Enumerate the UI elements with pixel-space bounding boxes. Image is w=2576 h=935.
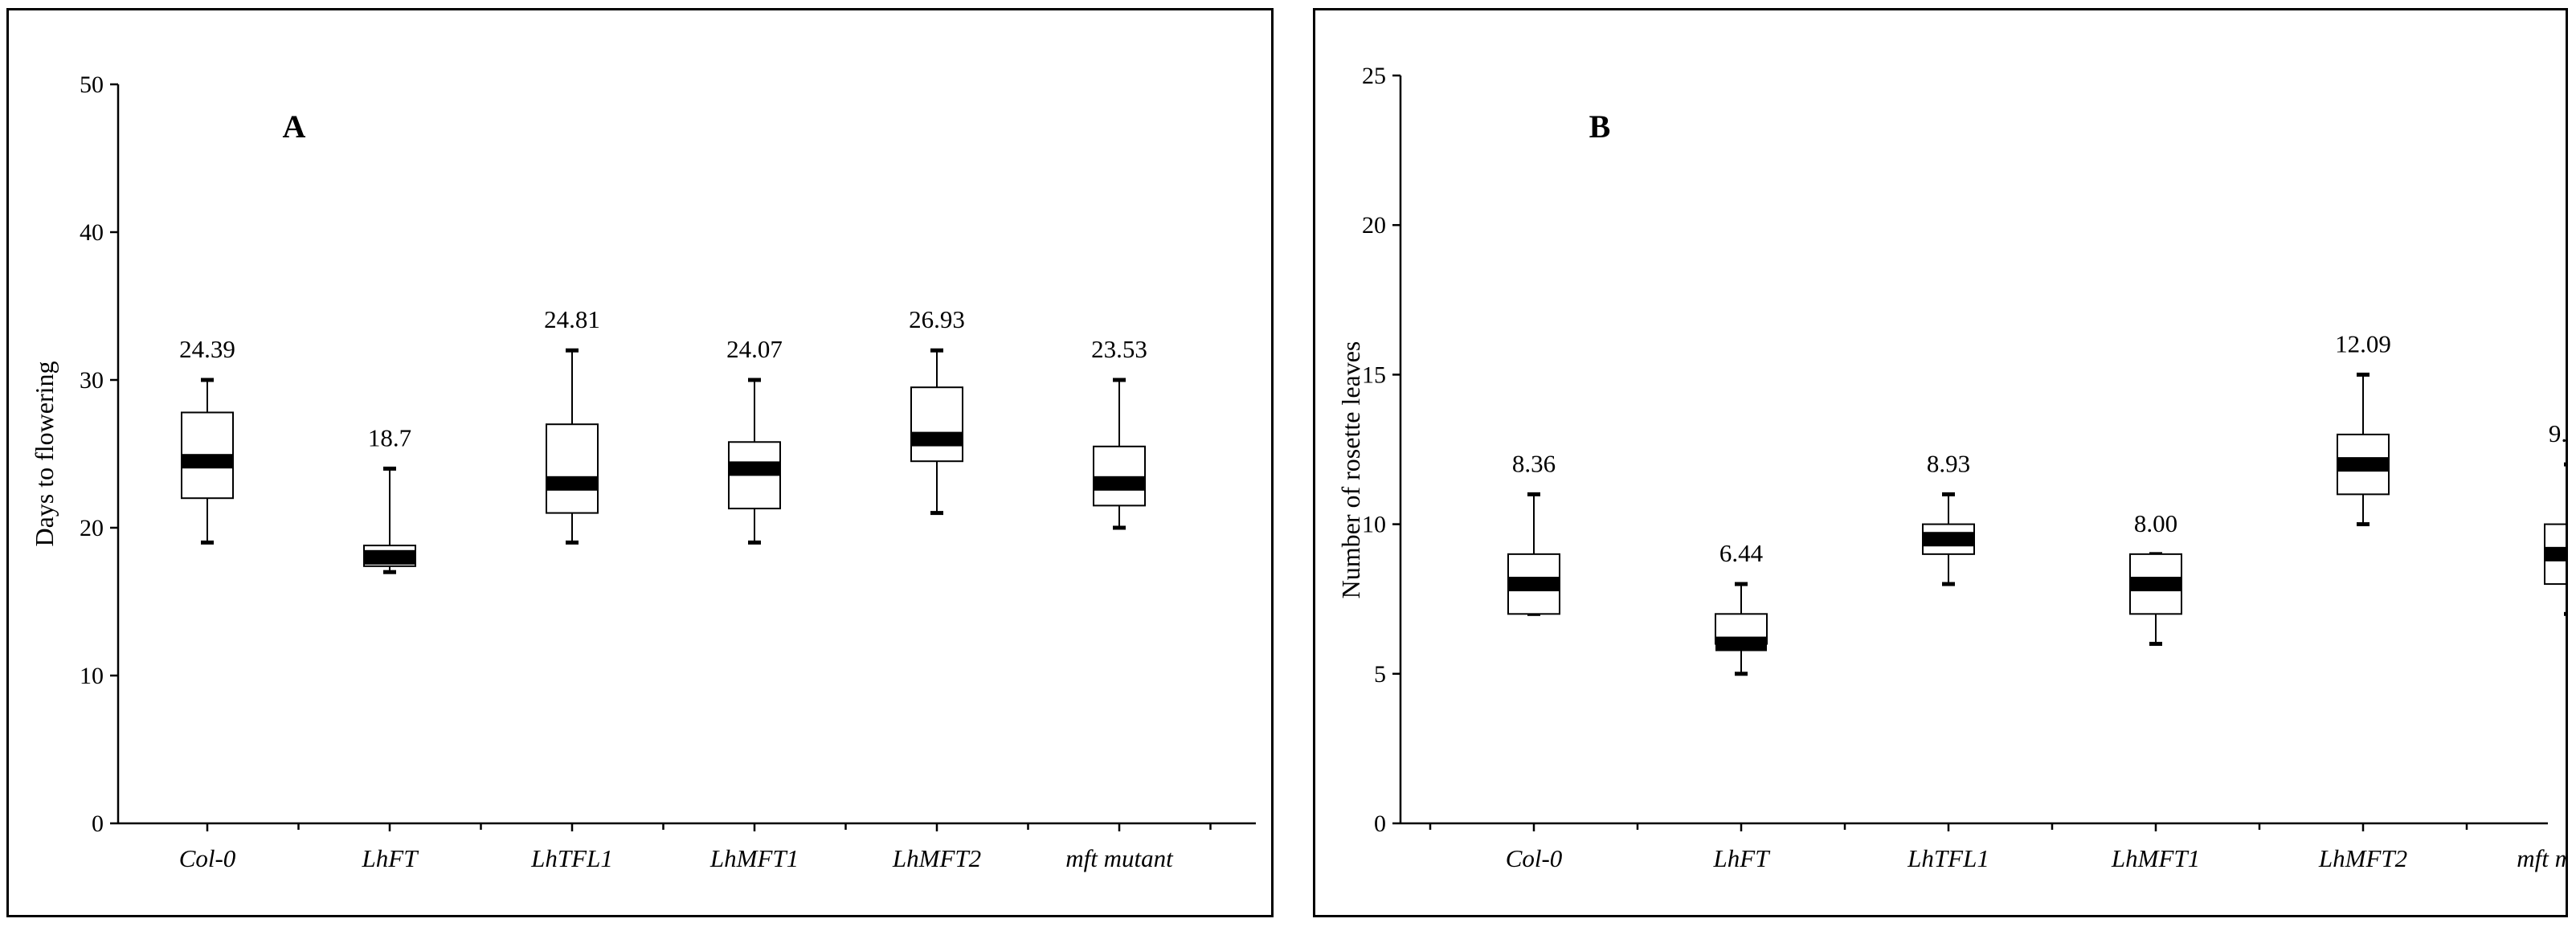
panel-label: A (283, 108, 306, 145)
x-tick-label: LhTFL1 (530, 844, 613, 872)
box-iqr (1093, 445, 1146, 507)
y-tick-label: 50 (80, 71, 104, 98)
mean-label: 24.81 (544, 305, 600, 333)
x-tick-label: LhMFT1 (709, 844, 799, 872)
panel-b: 0 5 10 15 20 25 Number of rosette leaves B Col-0… (1313, 8, 2568, 917)
x-tick-label: LhFT (1713, 844, 1772, 872)
y-tick-label: 5 (1374, 661, 1386, 688)
y-tick-label: 30 (80, 367, 104, 394)
mean-label: 24.39 (179, 335, 235, 363)
y-tick-label: 0 (1374, 810, 1386, 837)
y-tick-label: 20 (80, 515, 104, 541)
panel-a: 0 10 20 30 40 50 Days to flowering A Col-0 LhFT Lh… (6, 8, 1274, 917)
x-tick-label: LhFT (362, 844, 420, 872)
mean-label: 12.09 (2335, 329, 2391, 357)
mean-label: 26.93 (909, 305, 965, 333)
x-tick-label: Col-0 (179, 844, 236, 872)
y-tick-label: 15 (1362, 361, 1386, 388)
y-tick-label: 40 (80, 219, 104, 246)
median-bar (1508, 577, 1560, 592)
box-iqr (910, 386, 963, 463)
mean-label: 23.53 (1091, 335, 1147, 363)
median-bar (364, 549, 415, 565)
median-bar (729, 461, 780, 476)
y-tick-label: 10 (80, 663, 104, 689)
rosette-leaves-chart: 0 5 10 15 20 25 Number of rosette leaves B Col-0… (1336, 63, 2566, 872)
y-tick-label: 0 (92, 810, 104, 837)
median-bar (2130, 577, 2181, 592)
mean-label: 8.93 (1927, 449, 1970, 477)
x-tick-label: LhMFT2 (2318, 844, 2407, 872)
median-bar (1923, 532, 1974, 547)
x-tick-label: LhMFT1 (2111, 844, 2200, 872)
mean-label: 8.36 (1512, 449, 1556, 477)
box-iqr (546, 423, 599, 514)
x-tick-label: LhMFT2 (892, 844, 981, 872)
median-bar (1715, 636, 1767, 651)
x-tick-label: mft mutant (1065, 844, 1174, 872)
y-tick-label: 25 (1362, 63, 1386, 89)
x-tick-label: LhTFL1 (1907, 844, 1989, 872)
median-bar (2337, 457, 2389, 472)
y-tick-label: 20 (1362, 212, 1386, 239)
mean-label: 24.07 (726, 335, 783, 363)
mean-label: 6.44 (1719, 539, 1764, 567)
median-bar (1094, 476, 1145, 491)
median-bar (2545, 546, 2566, 561)
panel-label: B (1589, 108, 1611, 145)
mean-label: 8.00 (2134, 509, 2177, 537)
y-axis-title: Number of rosette leaves (1336, 341, 1365, 599)
y-axis-title: Days to flowering (30, 361, 59, 546)
mean-label: 9.14 (2549, 419, 2566, 447)
median-bar (546, 476, 598, 491)
x-tick-label: Col-0 (1506, 844, 1563, 872)
days-to-flowering-chart: 0 10 20 30 40 50 Days to flowering A Col-0 LhFT Lh… (30, 71, 1256, 872)
median-bar (182, 454, 233, 469)
y-tick-label: 10 (1362, 512, 1386, 538)
median-bar (911, 431, 963, 447)
mean-label: 18.7 (368, 423, 411, 451)
x-tick-label: mft mutant (2517, 844, 2566, 872)
